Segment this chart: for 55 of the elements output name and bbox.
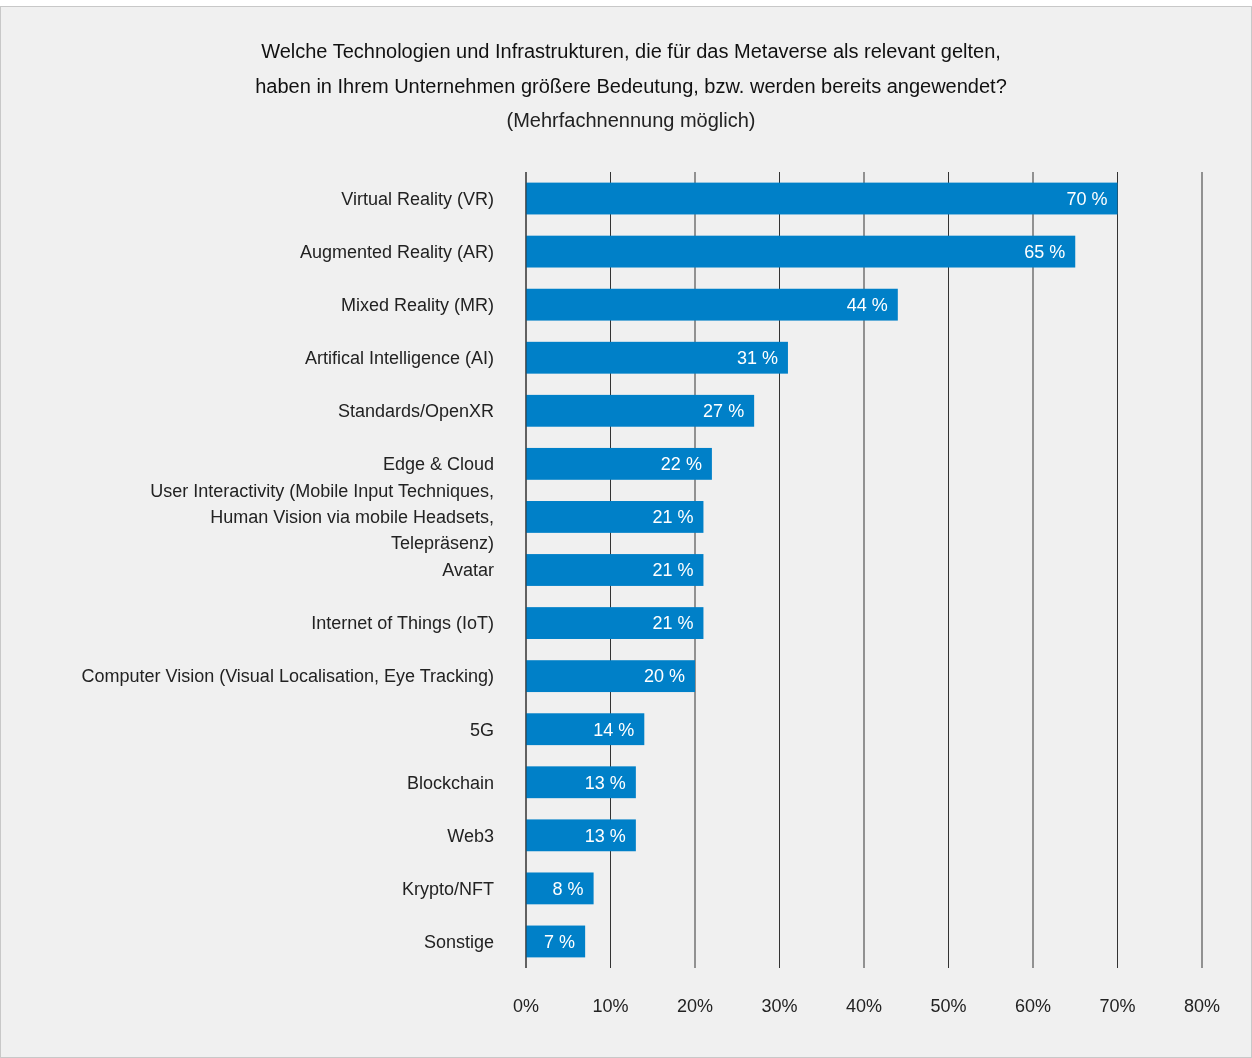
y-tick-label: Mixed Reality (MR)	[340, 294, 494, 315]
y-tick-label: Avatar	[442, 560, 494, 581]
data-label: 21 %	[652, 560, 694, 581]
x-tick-label: 10%	[592, 996, 629, 1016]
data-label: 22 %	[660, 454, 702, 475]
y-tick-label: User Interactivity (Mobile Input Techniques, Human Vision via mobile Headsets, Telepräsenz)	[150, 481, 494, 554]
data-label: 21 %	[652, 507, 694, 528]
y-tick-label: Edge & Cloud	[382, 454, 494, 475]
data-label: 14 %	[593, 719, 635, 740]
bar	[526, 182, 1118, 215]
data-label: 13 %	[584, 825, 626, 846]
y-tick-label: Virtual Reality (VR)	[341, 188, 494, 209]
bar	[526, 288, 898, 321]
y-tick-label: 5G	[469, 719, 494, 740]
data-label: 8 %	[552, 878, 584, 899]
x-tick-label: 50%	[930, 996, 967, 1016]
data-label: 31 %	[736, 348, 778, 369]
x-tick-label: 60%	[1014, 996, 1052, 1016]
bar	[526, 554, 704, 586]
x-tick-label: 0%	[512, 996, 540, 1016]
bar	[526, 872, 594, 905]
y-tick-label: Sonstige	[423, 931, 494, 952]
bar	[526, 766, 636, 799]
bar	[526, 394, 755, 427]
y-tick-label: Krypto/NFT	[401, 878, 494, 899]
data-label: 13 %	[584, 772, 626, 793]
bar	[526, 713, 645, 746]
chart-title: Welche Technologien und Infrastrukturen, die für das Metaverse als relevant gelten, haben in Ihrem Unternehmen größere Bedeutung, bzw. werden bereits angewendet?	[255, 40, 1007, 97]
data-label: 27 %	[703, 401, 745, 422]
x-tick-label: 30%	[761, 996, 798, 1016]
data-label: 20 %	[643, 666, 685, 687]
bar	[526, 235, 1076, 268]
data-label: 7 %	[544, 931, 576, 952]
bar	[526, 341, 788, 374]
bar	[526, 819, 636, 852]
bar	[526, 660, 695, 693]
x-tick-label: 40%	[845, 996, 883, 1016]
x-tick-label: 70%	[1099, 996, 1136, 1016]
data-label: 65 %	[1024, 241, 1066, 262]
y-tick-label: Artifical Intelligence (AI)	[304, 348, 494, 369]
y-tick-label: Blockchain	[406, 772, 494, 793]
data-label: 21 %	[652, 613, 694, 634]
bar	[526, 607, 704, 639]
chart-subtitle: (Mehrfachnennung möglich)	[506, 109, 756, 131]
y-tick-label: Web3	[447, 825, 494, 846]
y-tick-label: Internet of Things (IoT)	[311, 613, 494, 634]
x-tick-label: 80%	[1183, 996, 1221, 1016]
bar	[526, 447, 712, 480]
y-tick-label: Standards/OpenXR	[337, 401, 494, 422]
bar	[526, 501, 704, 533]
x-tick-label: 20%	[676, 996, 714, 1016]
data-label: 44 %	[846, 294, 888, 315]
data-label: 70 %	[1066, 188, 1108, 209]
y-tick-label: Computer Vision (Visual Localisation, Eye Tracking)	[81, 666, 494, 687]
y-tick-label: Augmented Reality (AR)	[299, 241, 494, 262]
